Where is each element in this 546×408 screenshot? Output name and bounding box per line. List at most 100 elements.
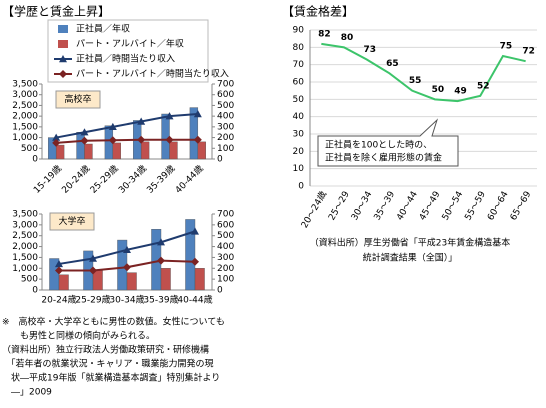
y-tick-label: 1,500 xyxy=(12,122,38,132)
y2-tick-label: 700 xyxy=(217,210,234,220)
legend-label: パート・アルバイト／時間当たり収入 xyxy=(76,68,229,80)
y2-tick-label: 100 xyxy=(217,144,234,154)
data-label: 49 xyxy=(454,87,467,97)
x-tick-label: 25-29歳 xyxy=(87,162,120,195)
bar xyxy=(58,274,69,291)
marker xyxy=(157,256,165,265)
x-tick-label: 15-19歳 xyxy=(31,162,64,195)
data-label: 65 xyxy=(386,59,399,69)
legend-label: 正社員／時間当たり収入 xyxy=(76,53,175,65)
y-tick-label: 70 xyxy=(293,60,305,70)
x-tick-label: 20～24歳 xyxy=(298,189,329,230)
y-tick-label: 90 xyxy=(293,26,305,36)
x-tick-label: 65～69 xyxy=(509,190,534,223)
y2-tick-label: 100 xyxy=(217,275,234,285)
note: も男性と同様の傾向がみられる。 xyxy=(2,330,155,342)
source: 統計調査結果（全国）」 xyxy=(363,252,458,264)
y2-tick-label: 300 xyxy=(217,122,234,132)
marker xyxy=(123,263,131,272)
y-tick-label: 0 xyxy=(32,155,38,165)
marker xyxy=(191,227,199,235)
data-label: 52 xyxy=(477,81,490,91)
data-label: 73 xyxy=(363,45,376,55)
marker xyxy=(123,245,131,254)
y-tick-label: 50 xyxy=(293,95,305,105)
y-tick-label: 2,500 xyxy=(12,231,38,241)
legend-label: パート・アルバイト／年収 xyxy=(76,38,184,50)
y-tick-label: 2,000 xyxy=(12,242,38,252)
bar xyxy=(55,144,65,160)
marker xyxy=(193,135,202,144)
y2-tick-label: 200 xyxy=(217,264,234,274)
x-tick-label: 55～59 xyxy=(463,190,488,223)
y-tick-label: 20 xyxy=(293,147,305,157)
y-tick-label: 30 xyxy=(293,130,305,140)
y-tick-label: 40 xyxy=(293,112,305,122)
x-tick-label: 35-39歳 xyxy=(144,162,177,195)
bar xyxy=(160,268,171,291)
data-label: 80 xyxy=(341,33,354,43)
bar xyxy=(189,107,199,160)
chart-label-box xyxy=(49,212,95,231)
data-label: 55 xyxy=(409,76,422,86)
x-tick-label: 30-34歳 xyxy=(116,162,149,195)
annotation: 正社員を100とした時の、 xyxy=(325,139,432,151)
x-tick-label: 35～39 xyxy=(373,190,398,223)
x-tick-label: 25-29歳 xyxy=(75,294,110,306)
y-tick-label: 0 xyxy=(32,286,38,296)
marker xyxy=(80,128,89,136)
legend-marker xyxy=(59,55,67,63)
y-tick-label: 0 xyxy=(298,182,304,192)
legend-swatch xyxy=(58,25,68,33)
y-tick-label: 3,000 xyxy=(12,90,38,100)
y-tick-label: 2,000 xyxy=(12,112,38,122)
legend-marker xyxy=(59,70,67,78)
y2-tick-label: 500 xyxy=(217,101,234,111)
y-tick-label: 80 xyxy=(293,43,305,53)
line xyxy=(55,113,198,139)
note: 状―平成19年版「就業構造基本調査」特別集計より xyxy=(2,372,220,384)
y-tick-label: 1,000 xyxy=(12,133,38,143)
data-label: 72 xyxy=(522,47,535,57)
source: （資料出所）厚生労働省「平成23年賃金構造基本 xyxy=(310,237,510,249)
y2-tick-label: 200 xyxy=(217,133,234,143)
bar xyxy=(161,113,170,160)
bar xyxy=(76,132,85,160)
bar xyxy=(84,143,93,160)
chart-label: 高校卒 xyxy=(64,93,91,105)
x-tick-label: 20-24歳 xyxy=(59,162,92,195)
x-tick-label: 45～49 xyxy=(418,190,443,223)
y-tick-label: 3,500 xyxy=(12,210,38,220)
marker xyxy=(165,135,174,144)
annotation: 正社員を除く雇用形態の賃金 xyxy=(325,152,442,164)
note: ―」2009 xyxy=(2,388,52,398)
data-label: 82 xyxy=(318,29,331,39)
marker xyxy=(191,257,199,266)
note: （資料出所）独立行政法人労働政策研究・研修機構 xyxy=(2,344,209,356)
marker xyxy=(52,138,61,147)
bar xyxy=(185,219,196,291)
marker xyxy=(137,135,146,144)
line xyxy=(321,42,526,103)
x-tick-label: 40-44歳 xyxy=(177,294,212,306)
marker xyxy=(52,133,61,141)
x-tick-label: 40-44歳 xyxy=(172,162,205,195)
marker xyxy=(193,110,202,118)
data-label: 50 xyxy=(432,85,445,95)
marker xyxy=(89,266,97,275)
x-tick-label: 35-39歳 xyxy=(143,294,178,306)
bar xyxy=(112,142,121,160)
y2-tick-label: 700 xyxy=(217,80,234,90)
y-tick-label: 60 xyxy=(293,78,305,88)
x-tick-label: 20-24歳 xyxy=(41,294,76,306)
marker xyxy=(157,238,165,246)
y-tick-label: 500 xyxy=(21,144,38,154)
y-tick-label: 2,500 xyxy=(12,101,38,111)
x-tick-label: 60～64 xyxy=(486,190,511,223)
y2-tick-label: 0 xyxy=(217,286,223,296)
y2-tick-label: 600 xyxy=(217,220,234,230)
y2-tick-label: 400 xyxy=(217,112,234,122)
y2-tick-label: 500 xyxy=(217,231,234,241)
bar xyxy=(169,141,178,160)
